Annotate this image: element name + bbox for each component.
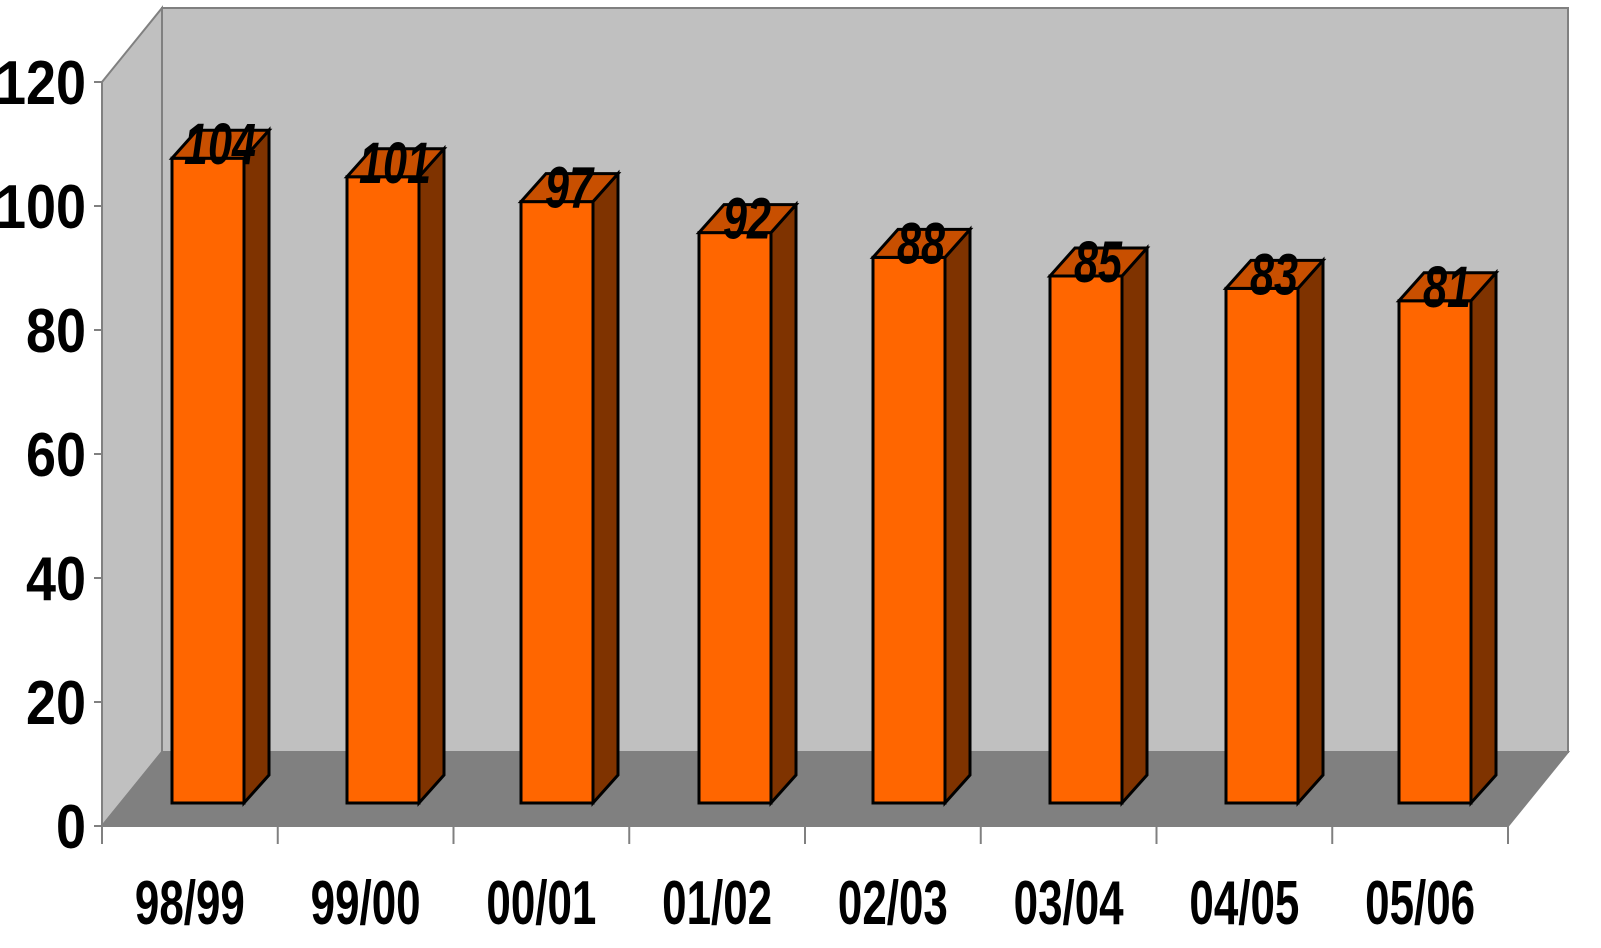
side-wall [101, 5, 163, 829]
bar-top [168, 128, 273, 160]
bar-side [242, 126, 271, 807]
data-label: 104 [184, 112, 256, 177]
bar-front [1397, 299, 1473, 805]
bar-top [695, 203, 800, 235]
x-tick-label: 02/03 [838, 869, 948, 938]
x-tick-label: 99/00 [311, 869, 421, 938]
bar [517, 169, 622, 807]
y-tick-label: 60 [26, 421, 86, 490]
data-label: 97 [545, 156, 595, 221]
bar [1395, 268, 1500, 807]
bar-top [1222, 258, 1327, 290]
bar [343, 144, 448, 807]
bar-side [1296, 256, 1325, 807]
y-tick-label: 0 [56, 793, 86, 862]
y-tick-label: 20 [26, 669, 86, 738]
bar [1046, 244, 1151, 807]
data-label: 101 [359, 131, 431, 196]
bar-front [1224, 286, 1300, 805]
bar [869, 225, 974, 807]
bar-front [1048, 274, 1124, 805]
data-label: 83 [1250, 242, 1298, 307]
chart-walls [99, 5, 1571, 829]
bar-side [417, 144, 446, 807]
y-tick-label: 40 [26, 545, 86, 614]
bar-front [871, 255, 947, 805]
bar-series [168, 126, 1500, 807]
bar [168, 126, 273, 807]
x-tick-label: 03/04 [1014, 869, 1124, 938]
bar-top [343, 147, 448, 179]
y-tick-label: 120 [0, 49, 86, 118]
bar-side [769, 200, 798, 807]
bar [695, 200, 800, 807]
x-tick-label: 00/01 [486, 869, 596, 938]
y-tick-label: 100 [0, 173, 86, 242]
y-tick-label: 80 [26, 297, 86, 366]
bar-side [591, 169, 620, 807]
axes [94, 81, 1509, 844]
bar-side [943, 225, 972, 807]
chart-labels: 0 20 40 60 80 100 120 98/99 99/00 00/01 01/02 02/03… [0, 49, 1475, 938]
bar-front [170, 156, 246, 805]
bar-front [345, 175, 421, 805]
bar-front [697, 231, 773, 805]
x-tick-label: 05/06 [1365, 869, 1475, 938]
data-label: 92 [723, 187, 771, 252]
bar-top [869, 227, 974, 259]
bar-side [1120, 244, 1149, 807]
bar-top [1395, 271, 1500, 303]
bar-top [517, 172, 622, 204]
data-label: 85 [1074, 230, 1123, 295]
data-label: 88 [897, 211, 946, 276]
x-tick-label: 01/02 [662, 869, 772, 938]
x-tick-label: 04/05 [1189, 869, 1299, 938]
bar-top [1046, 246, 1151, 278]
bar-side [1469, 268, 1498, 807]
bar-front [519, 200, 595, 805]
x-tick-label: 98/99 [135, 869, 245, 938]
bar [1222, 256, 1327, 807]
data-label: 81 [1423, 255, 1471, 320]
floor [99, 751, 1571, 827]
